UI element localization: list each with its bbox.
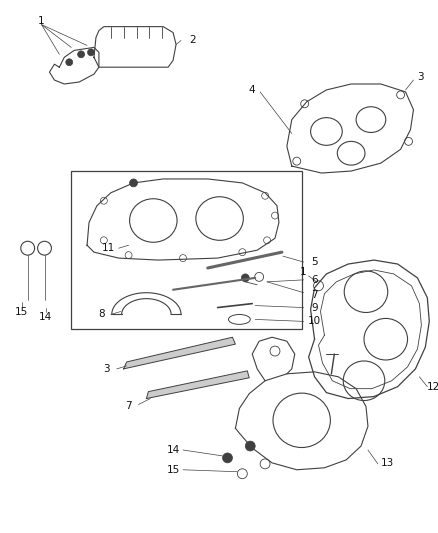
Text: 3: 3 [416, 72, 423, 82]
Text: 15: 15 [166, 465, 179, 475]
Circle shape [129, 179, 137, 187]
Text: 11: 11 [102, 243, 115, 253]
Circle shape [245, 441, 254, 451]
Text: 13: 13 [380, 458, 393, 468]
Text: 5: 5 [311, 257, 317, 267]
Text: 14: 14 [39, 312, 52, 322]
Circle shape [222, 453, 232, 463]
Text: 8: 8 [99, 310, 105, 319]
Polygon shape [124, 337, 235, 369]
Circle shape [78, 51, 85, 58]
Circle shape [87, 49, 94, 56]
Text: 12: 12 [426, 382, 438, 392]
Text: 4: 4 [248, 85, 255, 95]
Text: 7: 7 [311, 290, 317, 300]
Bar [71, 171, 301, 329]
Text: 14: 14 [166, 445, 179, 455]
Text: 15: 15 [15, 306, 28, 317]
Polygon shape [146, 371, 249, 399]
Text: 7: 7 [125, 401, 131, 411]
Circle shape [241, 274, 249, 282]
Text: 10: 10 [307, 317, 320, 326]
Circle shape [66, 59, 73, 66]
Text: 2: 2 [189, 36, 196, 45]
Text: 9: 9 [311, 303, 317, 312]
Text: 3: 3 [103, 364, 110, 374]
Text: 1: 1 [38, 15, 45, 26]
Text: 1: 1 [299, 267, 305, 277]
Text: 6: 6 [311, 275, 317, 285]
